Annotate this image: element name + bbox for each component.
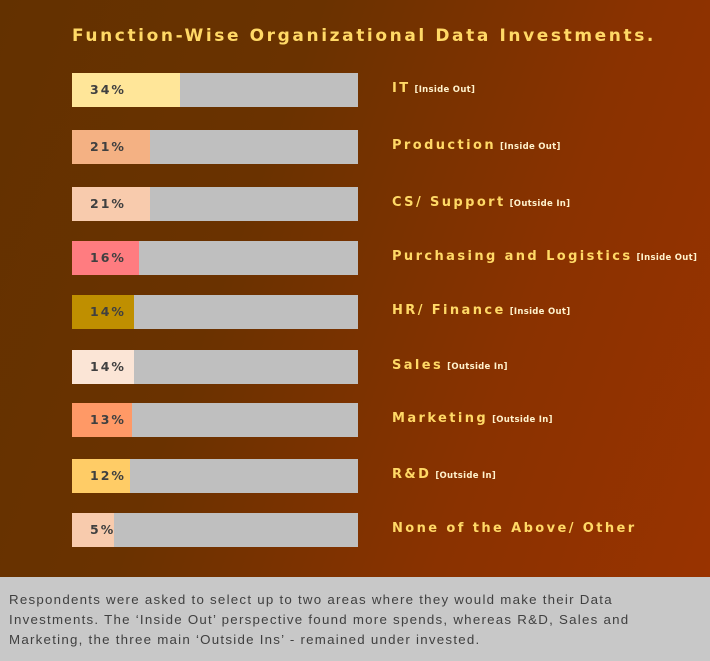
- bar-row: 21% Production [Inside Out]: [0, 130, 710, 164]
- bar: 16%: [72, 241, 139, 275]
- value-label: 12%: [90, 468, 126, 483]
- value-label: 21%: [90, 139, 126, 154]
- category-tag: [Outside In]: [447, 362, 508, 372]
- bar-track: 14%: [72, 350, 358, 384]
- bar-row: 13% Marketing [Outside In]: [0, 403, 710, 437]
- bar-track: 12%: [72, 459, 358, 493]
- bar-track: 16%: [72, 241, 358, 275]
- category-name: IT: [392, 81, 411, 96]
- value-label: 5%: [90, 522, 116, 537]
- category-tag: [Inside Out]: [509, 307, 571, 317]
- bar-track: 34%: [72, 73, 358, 107]
- bar-track: 21%: [72, 187, 358, 221]
- category-name: HR/ Finance: [392, 303, 506, 318]
- category-tag: [Outside In]: [492, 415, 553, 425]
- category-name: CS/ Support: [392, 195, 506, 210]
- category-name: R&D: [392, 467, 432, 482]
- value-label: 14%: [90, 359, 126, 374]
- category-label: Marketing [Outside In]: [392, 411, 553, 426]
- bar-track: 5%: [72, 513, 358, 547]
- bar: 5%: [72, 513, 114, 547]
- category-tag: [Inside Out]: [500, 142, 561, 152]
- bar-track: 13%: [72, 403, 358, 437]
- bar-row: 21% CS/ Support [Outside In]: [0, 187, 710, 221]
- bar: 14%: [72, 295, 135, 329]
- value-label: 34%: [90, 82, 126, 97]
- bar-track: 14%: [72, 295, 358, 329]
- footer-note: Respondents were asked to select up to t…: [0, 577, 710, 661]
- category-label: HR/ Finance [Inside Out]: [392, 303, 570, 318]
- category-label: Production [Inside Out]: [392, 138, 561, 153]
- chart-area: Function-Wise Organizational Data Invest…: [0, 0, 710, 577]
- category-tag: [Outside In]: [509, 199, 571, 209]
- category-label: R&D [Outside In]: [392, 467, 496, 482]
- category-name: Sales: [392, 358, 444, 373]
- category-tag: [Inside Out]: [636, 253, 698, 263]
- bar-row: 34% IT [Inside Out]: [0, 73, 710, 107]
- bar-row: 14% Sales [Outside In]: [0, 350, 710, 384]
- footer-text: Respondents were asked to select up to t…: [9, 592, 630, 647]
- bar: 13%: [72, 403, 132, 437]
- bar: 14%: [72, 350, 135, 384]
- category-name: Production: [392, 138, 496, 153]
- bar: 21%: [72, 187, 151, 221]
- value-label: 21%: [90, 196, 126, 211]
- bar: 34%: [72, 73, 181, 107]
- category-tag: [Inside Out]: [414, 85, 476, 95]
- bar-row: 5% None of the Above/ Other: [0, 513, 710, 547]
- chart-title: Function-Wise Organizational Data Invest…: [72, 26, 656, 46]
- category-label: CS/ Support [Outside In]: [392, 195, 570, 210]
- category-name: Marketing: [392, 411, 489, 426]
- bar-row: 12% R&D [Outside In]: [0, 459, 710, 493]
- bar: 21%: [72, 130, 151, 164]
- category-label: IT [Inside Out]: [392, 81, 475, 96]
- value-label: 14%: [90, 304, 126, 319]
- category-label: Purchasing and Logistics [Inside Out]: [392, 249, 697, 264]
- value-label: 13%: [90, 412, 126, 427]
- category-label: Sales [Outside In]: [392, 358, 508, 373]
- bar-track: 21%: [72, 130, 358, 164]
- category-name: None of the Above/ Other: [392, 521, 637, 536]
- bar: 12%: [72, 459, 130, 493]
- category-label: None of the Above/ Other: [392, 521, 637, 536]
- value-label: 16%: [90, 250, 126, 265]
- category-name: Purchasing and Logistics: [392, 249, 633, 264]
- category-tag: [Outside In]: [435, 471, 497, 481]
- bar-row: 16% Purchasing and Logistics [Inside Out]: [0, 241, 710, 275]
- bar-row: 14% HR/ Finance [Inside Out]: [0, 295, 710, 329]
